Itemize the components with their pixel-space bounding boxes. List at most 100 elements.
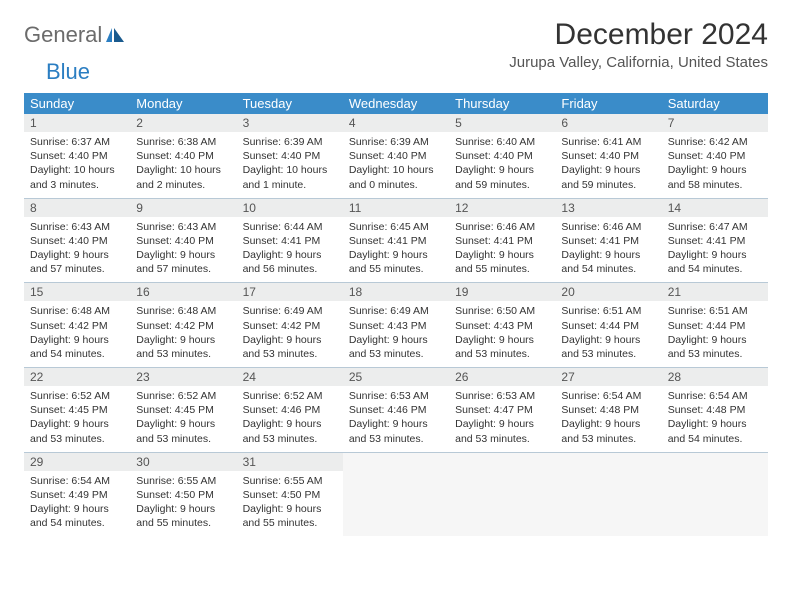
sunset-line: Sunset: 4:45 PM [30, 403, 124, 417]
sunset-line: Sunset: 4:40 PM [136, 149, 230, 163]
day-number-cell: 27 [555, 368, 661, 387]
day-content-cell: Sunrise: 6:41 AMSunset: 4:40 PMDaylight:… [555, 132, 661, 198]
daylight-line: Daylight: 9 hours and 53 minutes. [349, 417, 443, 445]
daylight-line: Daylight: 10 hours and 2 minutes. [136, 163, 230, 191]
sunrise-line: Sunrise: 6:55 AM [136, 474, 230, 488]
daylight-line: Daylight: 9 hours and 53 minutes. [561, 417, 655, 445]
sunrise-line: Sunrise: 6:50 AM [455, 304, 549, 318]
daylight-line: Daylight: 9 hours and 53 minutes. [243, 333, 337, 361]
day-number-cell: 18 [343, 283, 449, 302]
sunset-line: Sunset: 4:41 PM [455, 234, 549, 248]
sunrise-line: Sunrise: 6:46 AM [561, 220, 655, 234]
daylight-line: Daylight: 9 hours and 53 minutes. [30, 417, 124, 445]
daylight-line: Daylight: 9 hours and 58 minutes. [668, 163, 762, 191]
weekday-header: Monday [130, 93, 236, 114]
day-content-cell: Sunrise: 6:48 AMSunset: 4:42 PMDaylight:… [24, 301, 130, 367]
day-content-cell [449, 471, 555, 537]
sunrise-line: Sunrise: 6:41 AM [561, 135, 655, 149]
day-number-cell: 25 [343, 368, 449, 387]
sunset-line: Sunset: 4:48 PM [561, 403, 655, 417]
sunrise-line: Sunrise: 6:37 AM [30, 135, 124, 149]
daylight-line: Daylight: 9 hours and 54 minutes. [30, 502, 124, 530]
sunset-line: Sunset: 4:40 PM [455, 149, 549, 163]
day-number-row: 22232425262728 [24, 368, 768, 387]
daylight-line: Daylight: 10 hours and 1 minute. [243, 163, 337, 191]
day-content-cell: Sunrise: 6:53 AMSunset: 4:46 PMDaylight:… [343, 386, 449, 452]
sunset-line: Sunset: 4:42 PM [243, 319, 337, 333]
day-number-cell: 17 [237, 283, 343, 302]
sunrise-line: Sunrise: 6:48 AM [30, 304, 124, 318]
daylight-line: Daylight: 9 hours and 53 minutes. [561, 333, 655, 361]
day-content-row: Sunrise: 6:48 AMSunset: 4:42 PMDaylight:… [24, 301, 768, 367]
sunrise-line: Sunrise: 6:52 AM [243, 389, 337, 403]
day-content-cell: Sunrise: 6:48 AMSunset: 4:42 PMDaylight:… [130, 301, 236, 367]
sunset-line: Sunset: 4:40 PM [349, 149, 443, 163]
weekday-header: Friday [555, 93, 661, 114]
daylight-line: Daylight: 9 hours and 57 minutes. [136, 248, 230, 276]
calendar-table: SundayMondayTuesdayWednesdayThursdayFrid… [24, 93, 768, 536]
weekday-header: Saturday [662, 93, 768, 114]
day-content-cell: Sunrise: 6:38 AMSunset: 4:40 PMDaylight:… [130, 132, 236, 198]
day-number-cell: 9 [130, 198, 236, 217]
day-number-cell: 12 [449, 198, 555, 217]
daylight-line: Daylight: 9 hours and 53 minutes. [136, 333, 230, 361]
sunrise-line: Sunrise: 6:46 AM [455, 220, 549, 234]
day-number-cell: 2 [130, 114, 236, 132]
day-number-cell: 19 [449, 283, 555, 302]
day-content-row: Sunrise: 6:43 AMSunset: 4:40 PMDaylight:… [24, 217, 768, 283]
sunset-line: Sunset: 4:46 PM [349, 403, 443, 417]
daylight-line: Daylight: 9 hours and 53 minutes. [349, 333, 443, 361]
day-content-cell: Sunrise: 6:52 AMSunset: 4:46 PMDaylight:… [237, 386, 343, 452]
day-content-cell: Sunrise: 6:44 AMSunset: 4:41 PMDaylight:… [237, 217, 343, 283]
daylight-line: Daylight: 9 hours and 55 minutes. [136, 502, 230, 530]
logo-triangle-icon [106, 28, 112, 42]
day-number-cell: 16 [130, 283, 236, 302]
sunrise-line: Sunrise: 6:52 AM [136, 389, 230, 403]
day-content-cell: Sunrise: 6:39 AMSunset: 4:40 PMDaylight:… [343, 132, 449, 198]
day-number-row: 293031 [24, 452, 768, 471]
daylight-line: Daylight: 9 hours and 54 minutes. [668, 417, 762, 445]
sunset-line: Sunset: 4:49 PM [30, 488, 124, 502]
day-content-cell: Sunrise: 6:45 AMSunset: 4:41 PMDaylight:… [343, 217, 449, 283]
day-content-cell [662, 471, 768, 537]
day-number-row: 15161718192021 [24, 283, 768, 302]
logo: General [24, 18, 124, 48]
weekday-header-row: SundayMondayTuesdayWednesdayThursdayFrid… [24, 93, 768, 114]
sunset-line: Sunset: 4:40 PM [136, 234, 230, 248]
daylight-line: Daylight: 9 hours and 54 minutes. [668, 248, 762, 276]
weekday-header: Thursday [449, 93, 555, 114]
sunset-line: Sunset: 4:40 PM [561, 149, 655, 163]
day-content-cell: Sunrise: 6:49 AMSunset: 4:42 PMDaylight:… [237, 301, 343, 367]
sunset-line: Sunset: 4:45 PM [136, 403, 230, 417]
sunrise-line: Sunrise: 6:49 AM [349, 304, 443, 318]
day-content-cell: Sunrise: 6:49 AMSunset: 4:43 PMDaylight:… [343, 301, 449, 367]
day-number-cell: 29 [24, 452, 130, 471]
day-number-cell: 14 [662, 198, 768, 217]
day-content-cell: Sunrise: 6:46 AMSunset: 4:41 PMDaylight:… [449, 217, 555, 283]
sunrise-line: Sunrise: 6:42 AM [668, 135, 762, 149]
sunset-line: Sunset: 4:50 PM [243, 488, 337, 502]
sunrise-line: Sunrise: 6:47 AM [668, 220, 762, 234]
daylight-line: Daylight: 9 hours and 53 minutes. [455, 333, 549, 361]
day-number-cell: 30 [130, 452, 236, 471]
daylight-line: Daylight: 9 hours and 56 minutes. [243, 248, 337, 276]
sunset-line: Sunset: 4:47 PM [455, 403, 549, 417]
day-number-cell: 3 [237, 114, 343, 132]
sunset-line: Sunset: 4:43 PM [455, 319, 549, 333]
daylight-line: Daylight: 9 hours and 53 minutes. [243, 417, 337, 445]
day-content-row: Sunrise: 6:37 AMSunset: 4:40 PMDaylight:… [24, 132, 768, 198]
sunrise-line: Sunrise: 6:49 AM [243, 304, 337, 318]
day-number-cell: 15 [24, 283, 130, 302]
day-content-cell: Sunrise: 6:55 AMSunset: 4:50 PMDaylight:… [237, 471, 343, 537]
day-content-cell: Sunrise: 6:51 AMSunset: 4:44 PMDaylight:… [662, 301, 768, 367]
day-number-cell: 10 [237, 198, 343, 217]
daylight-line: Daylight: 10 hours and 0 minutes. [349, 163, 443, 191]
day-number-row: 1234567 [24, 114, 768, 132]
day-number-row: 891011121314 [24, 198, 768, 217]
day-number-cell: 7 [662, 114, 768, 132]
day-content-cell: Sunrise: 6:46 AMSunset: 4:41 PMDaylight:… [555, 217, 661, 283]
day-number-cell: 6 [555, 114, 661, 132]
sunset-line: Sunset: 4:40 PM [668, 149, 762, 163]
day-number-cell [343, 452, 449, 471]
day-content-cell: Sunrise: 6:53 AMSunset: 4:47 PMDaylight:… [449, 386, 555, 452]
